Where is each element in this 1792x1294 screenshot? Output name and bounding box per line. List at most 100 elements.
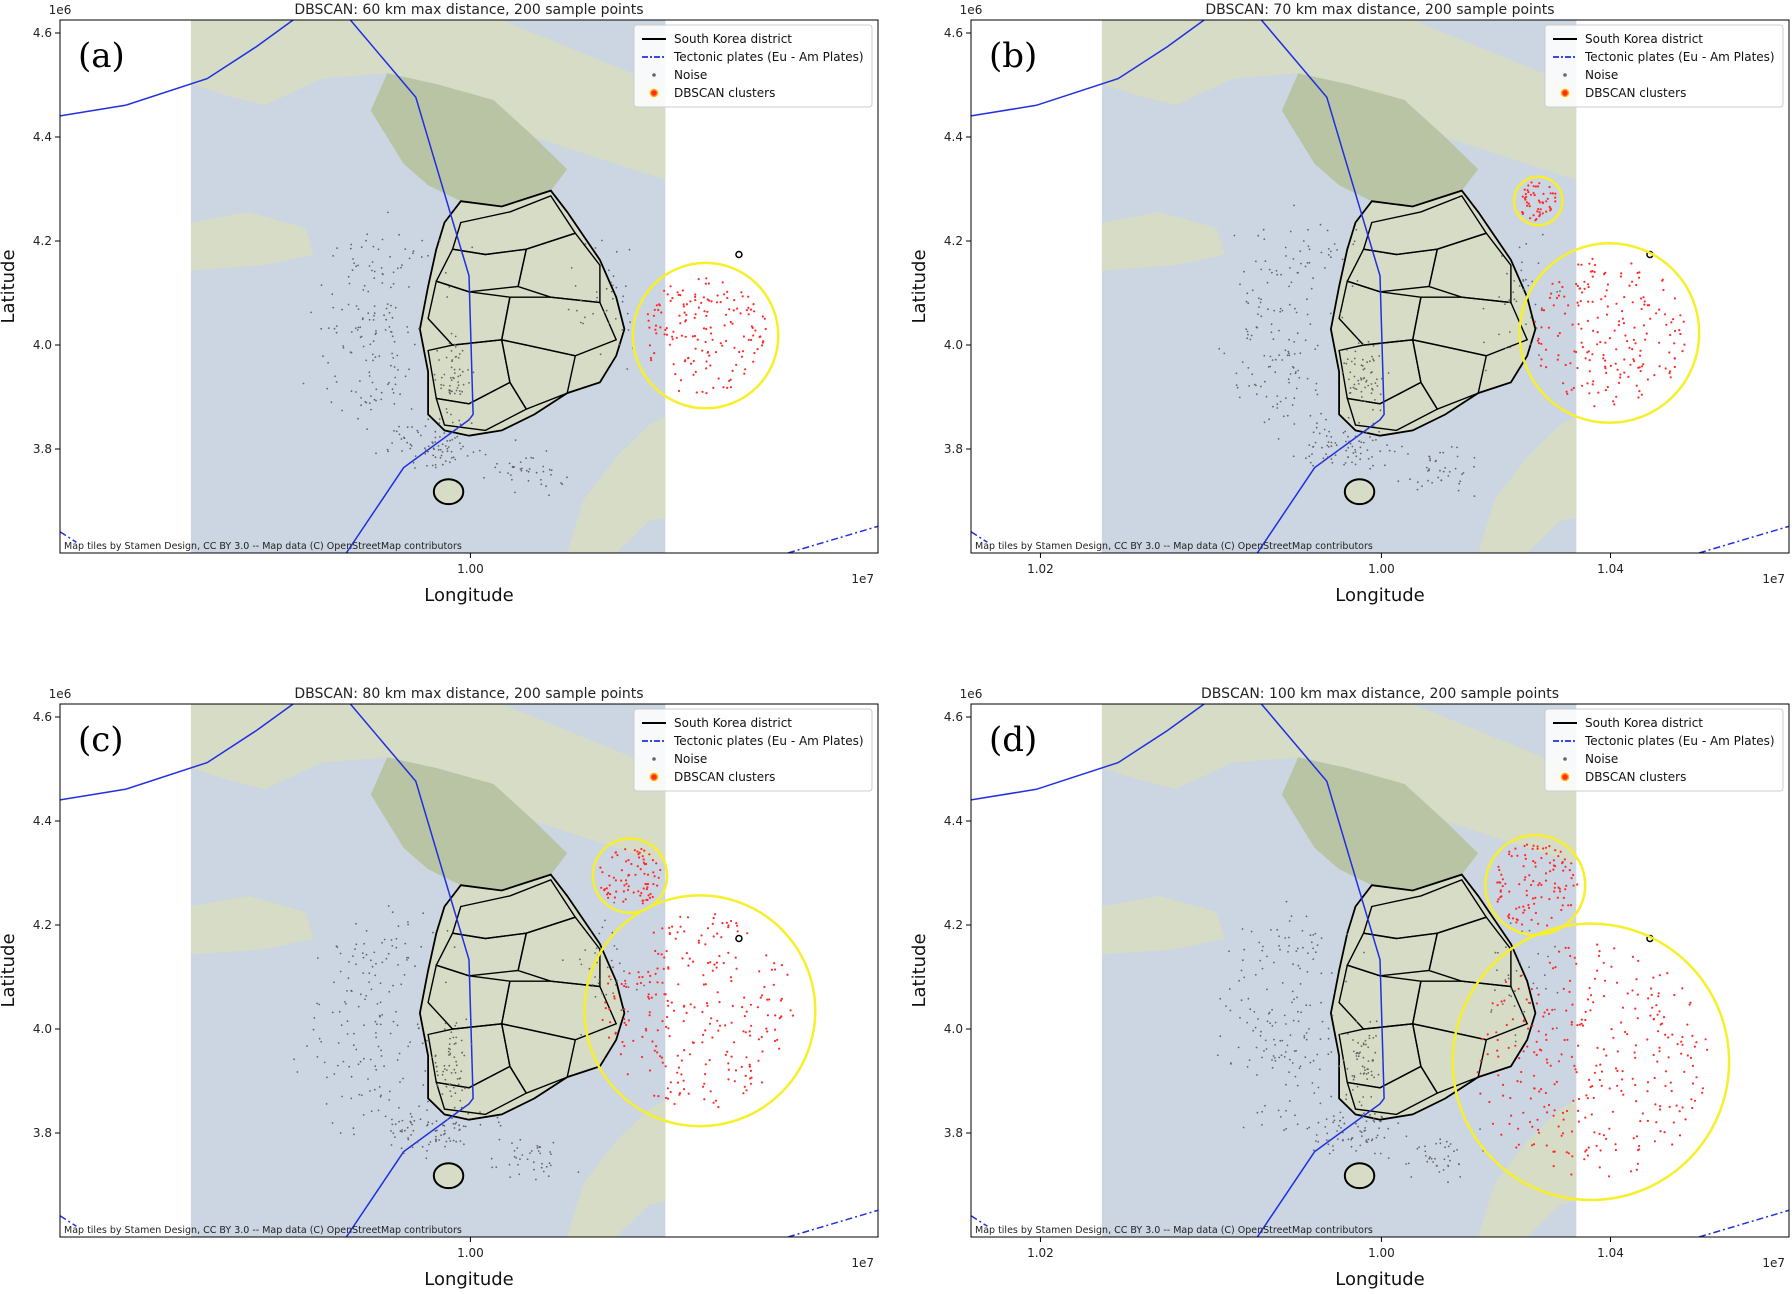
noise-point [1372,1117,1375,1119]
cluster-point [1540,342,1543,345]
cluster-point [727,924,730,927]
cluster-point [1543,1011,1546,1014]
noise-point [530,1150,533,1152]
noise-point [1296,1123,1299,1126]
cluster-point [1479,1092,1482,1095]
noise-point [1246,330,1249,333]
noise-point [1247,367,1250,369]
cluster-point [1576,366,1579,370]
cluster-point [668,343,672,346]
y-tick-label: 4.0 [33,338,52,352]
cluster-point [679,322,682,325]
cluster-point [621,1040,624,1044]
noise-point [1356,280,1359,282]
cluster-point [774,1014,777,1017]
cluster-point [682,305,686,308]
noise-point [528,468,531,470]
cluster-point [667,1004,670,1007]
cluster-point [660,1056,664,1059]
cluster-point [1536,210,1539,213]
noise-point [1376,385,1379,387]
noise-point [1265,395,1268,398]
noise-point [396,1059,399,1061]
cluster-point [672,363,675,366]
noise-point [407,1137,409,1139]
noise-point [320,1040,323,1043]
x-tick-label: 1.00 [457,1246,484,1260]
cluster-point [1652,1053,1655,1057]
noise-point [1270,323,1273,326]
cluster-point [643,863,647,866]
cluster-point [692,1041,695,1044]
noise-point [454,458,457,461]
cluster-point [1604,295,1607,298]
cluster-point [748,1034,752,1037]
noise-point [427,1100,429,1103]
cluster-point [1664,367,1667,370]
cluster-point [1669,376,1672,379]
cluster-point [1593,977,1597,980]
cluster-point [603,888,606,891]
panel-b: Map tiles by Stamen Design, CC BY 3.0 --… [909,2,1790,606]
noise-point [375,452,377,455]
noise-point [1345,1093,1348,1096]
noise-point [561,483,564,486]
noise-point [516,1147,519,1149]
noise-point [1339,312,1341,315]
cluster-point [1624,334,1627,337]
noise-point [1527,284,1530,287]
noise-point [379,1023,382,1026]
noise-point [1362,368,1365,371]
cluster-point [1638,1148,1641,1151]
noise-point [535,471,538,474]
noise-point [1372,422,1375,425]
noise-point [457,1083,460,1086]
cluster-point [750,1076,753,1079]
cluster-point [622,900,625,903]
noise-point [416,1141,419,1144]
cluster-point [1523,844,1526,848]
noise-point [601,926,604,929]
noise-point [1330,441,1333,444]
noise-point [376,1023,378,1026]
noise-point [378,1086,381,1088]
noise-point [1325,418,1327,421]
noise-point [313,1017,316,1019]
noise-point [1329,250,1332,253]
cluster-point [599,866,602,869]
noise-point [440,383,443,386]
cluster-point [704,1029,707,1032]
noise-point [1276,928,1279,931]
cluster-point [1602,357,1605,360]
noise-point [1288,338,1290,341]
cluster-point [758,970,761,973]
cluster-point [1678,1134,1682,1137]
noise-point [1345,449,1348,452]
cluster-point [705,277,708,280]
noise-point [452,456,455,459]
cluster-point [1620,1089,1623,1092]
noise-point [355,265,357,268]
noise-point [1270,929,1272,931]
noise-point [391,911,394,914]
noise-point [1369,360,1371,363]
land-mass [567,1099,666,1237]
cluster-point [752,360,755,363]
noise-point [1243,948,1246,951]
noise-point [1508,299,1511,302]
noise-point [1316,422,1318,425]
noise-point [1383,1136,1386,1139]
cluster-point [1548,296,1552,299]
noise-point [1364,1127,1366,1129]
noise-point [1359,1051,1361,1054]
noise-point [1255,393,1258,396]
noise-point [1320,1001,1322,1004]
noise-point [1342,431,1345,434]
cluster-point [1554,200,1557,203]
plot-area [60,704,878,1237]
noise-point [363,942,366,945]
noise-point [1367,1072,1370,1074]
noise-point [1386,444,1388,446]
cluster-circle [583,894,817,1128]
noise-point [454,1071,457,1074]
